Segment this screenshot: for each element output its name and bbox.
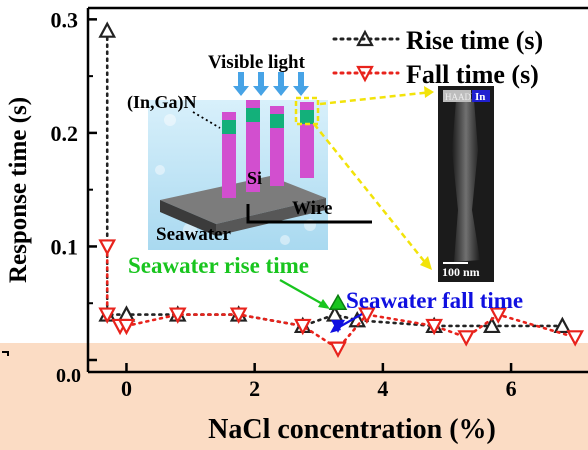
y-axis: 0.1 0.2 0.3 xyxy=(51,7,97,362)
x-tick-label: 6 xyxy=(506,376,517,401)
x-zero-overlap-label: 0.0 xyxy=(56,365,81,387)
legend-fall-marker xyxy=(356,65,374,83)
data-point-fall xyxy=(168,307,187,324)
x-tick-label: 4 xyxy=(377,376,388,401)
data-point-fall xyxy=(329,341,347,358)
in-tag: In xyxy=(475,91,485,103)
data-point-fall xyxy=(98,239,117,256)
y-tick-label: 0.1 xyxy=(51,234,79,259)
x-axis: 0 2 4 6 xyxy=(88,363,588,401)
y-tick-label: 0.2 xyxy=(51,121,79,146)
seawater-rise-arrow xyxy=(279,279,327,307)
data-point-fall xyxy=(98,307,117,324)
data-point-fall xyxy=(229,307,248,324)
x-tick-label: 0 xyxy=(121,376,132,401)
series-layer xyxy=(98,21,585,358)
x-axis-title: NaCl concentration (%) xyxy=(208,414,496,445)
y-tick-label: 0.3 xyxy=(51,7,79,32)
legend-item-rise: Rise time (s) xyxy=(332,26,543,55)
legend: Rise time (s) Fall time (s) xyxy=(332,26,543,89)
visible-light-label: Visible light xyxy=(208,52,306,73)
legend-rise-marker xyxy=(356,29,374,47)
nanowire-image xyxy=(452,100,480,262)
ingan-label: (In,Ga)N xyxy=(127,92,197,113)
seawater-fall-annotation: Seawater fall time xyxy=(346,288,523,313)
annotations: Seawater rise time Seawater fall time xyxy=(128,253,523,333)
inset-schematic: Visible light (In,Ga)N Si Wire Seawater xyxy=(127,52,434,270)
seawater-label: Seawater xyxy=(156,224,231,245)
legend-fall-label: Fall time (s) xyxy=(406,60,539,89)
data-point-fall xyxy=(425,318,443,336)
data-point-fall xyxy=(117,318,136,336)
y-axis-title: Response time (s) xyxy=(5,97,32,283)
data-point-fall xyxy=(358,307,376,324)
seawater-rise-point xyxy=(328,293,348,310)
edge-bracket xyxy=(2,351,9,356)
data-point-fall xyxy=(489,307,508,324)
data-point-fall xyxy=(293,318,312,336)
si-substrate-top xyxy=(160,176,326,224)
lower-peach-band xyxy=(0,343,588,450)
wire-line xyxy=(246,204,372,224)
data-point-fall xyxy=(566,330,585,347)
x-tick-label: 2 xyxy=(249,376,260,401)
scale-bar-label: 100 nm xyxy=(442,265,480,279)
wire-label: Wire xyxy=(292,198,332,219)
haadf-tag-box xyxy=(443,90,471,102)
seawater-rise-annotation: Seawater rise time xyxy=(128,253,309,278)
callout-box xyxy=(294,96,320,126)
callout-line-bottom xyxy=(313,123,429,267)
legend-item-fall: Fall time (s) xyxy=(332,60,539,89)
legend-rise-label: Rise time (s) xyxy=(406,26,543,55)
nanowires xyxy=(222,100,314,198)
data-point-rise xyxy=(98,21,117,38)
series-line-0 xyxy=(105,29,564,328)
data-point-rise xyxy=(483,316,501,334)
light-arrows xyxy=(233,72,309,96)
data-point-rise xyxy=(553,316,572,334)
si-label: Si xyxy=(247,168,262,188)
in-tag-box xyxy=(472,90,490,102)
data-point-fall xyxy=(457,330,476,347)
micrograph-inset: HAADF In 100 nm xyxy=(438,86,494,282)
haadf-tag: HAADF xyxy=(445,92,476,102)
ingan-pointer xyxy=(192,111,221,129)
callout-line-top xyxy=(319,90,433,106)
